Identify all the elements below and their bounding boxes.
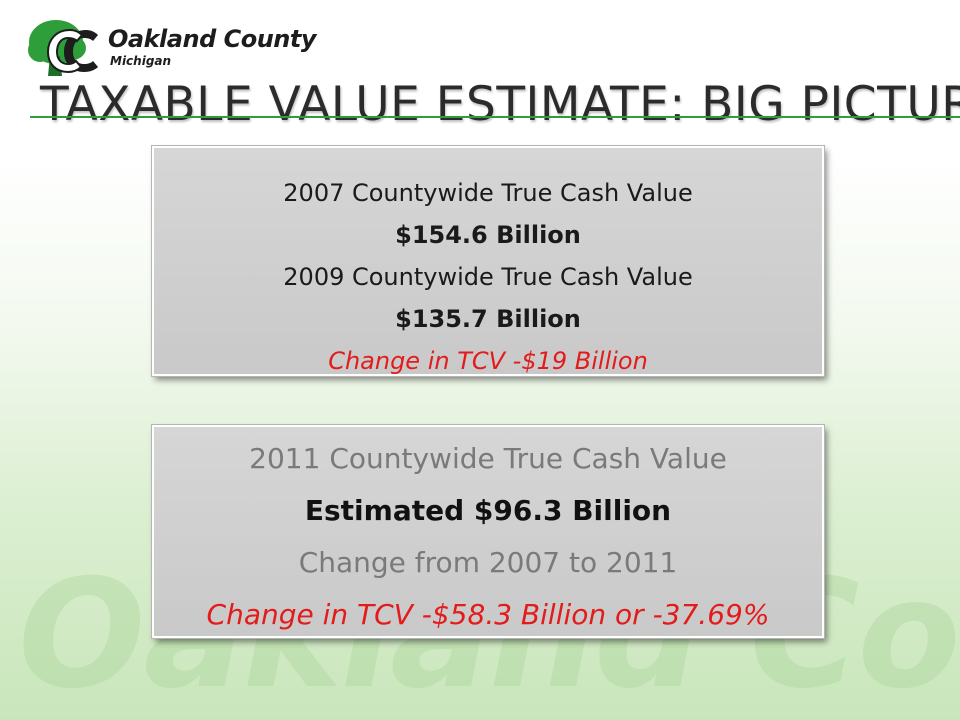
tcv-change-2007-2011: Change in TCV -$58.3 Billion or -37.69% [206, 598, 770, 631]
tcv-2007-label: 2007 Countywide True Cash Value [283, 179, 693, 207]
tcv-2011-label: 2011 Countywide True Cash Value [249, 442, 727, 475]
change-period-label: Change from 2007 to 2011 [298, 546, 678, 579]
logo-name: Oakland County [108, 25, 317, 53]
tcv-2009-value: $135.7 Billion [395, 305, 581, 333]
tcv-2007-2009-box: 2007 Countywide True Cash Value $154.6 B… [152, 146, 824, 376]
title-underline [30, 116, 960, 118]
tcv-2011-box: 2011 Countywide True Cash Value Estimate… [152, 425, 824, 638]
logo-subtitle: Michigan [110, 54, 172, 68]
tcv-change-2007-2009: Change in TCV -$19 Billion [328, 347, 648, 375]
tcv-2011-estimate: Estimated $96.3 Billion [304, 494, 672, 527]
tcv-2007-value: $154.6 Billion [395, 221, 581, 249]
tree-icon [28, 20, 98, 76]
tcv-2009-label: 2009 Countywide True Cash Value [283, 263, 693, 291]
oakland-county-logo: Oakland County Michigan [26, 16, 317, 80]
slide-title: TAXABLE VALUE ESTIMATE: BIG PICTURE [40, 77, 960, 132]
